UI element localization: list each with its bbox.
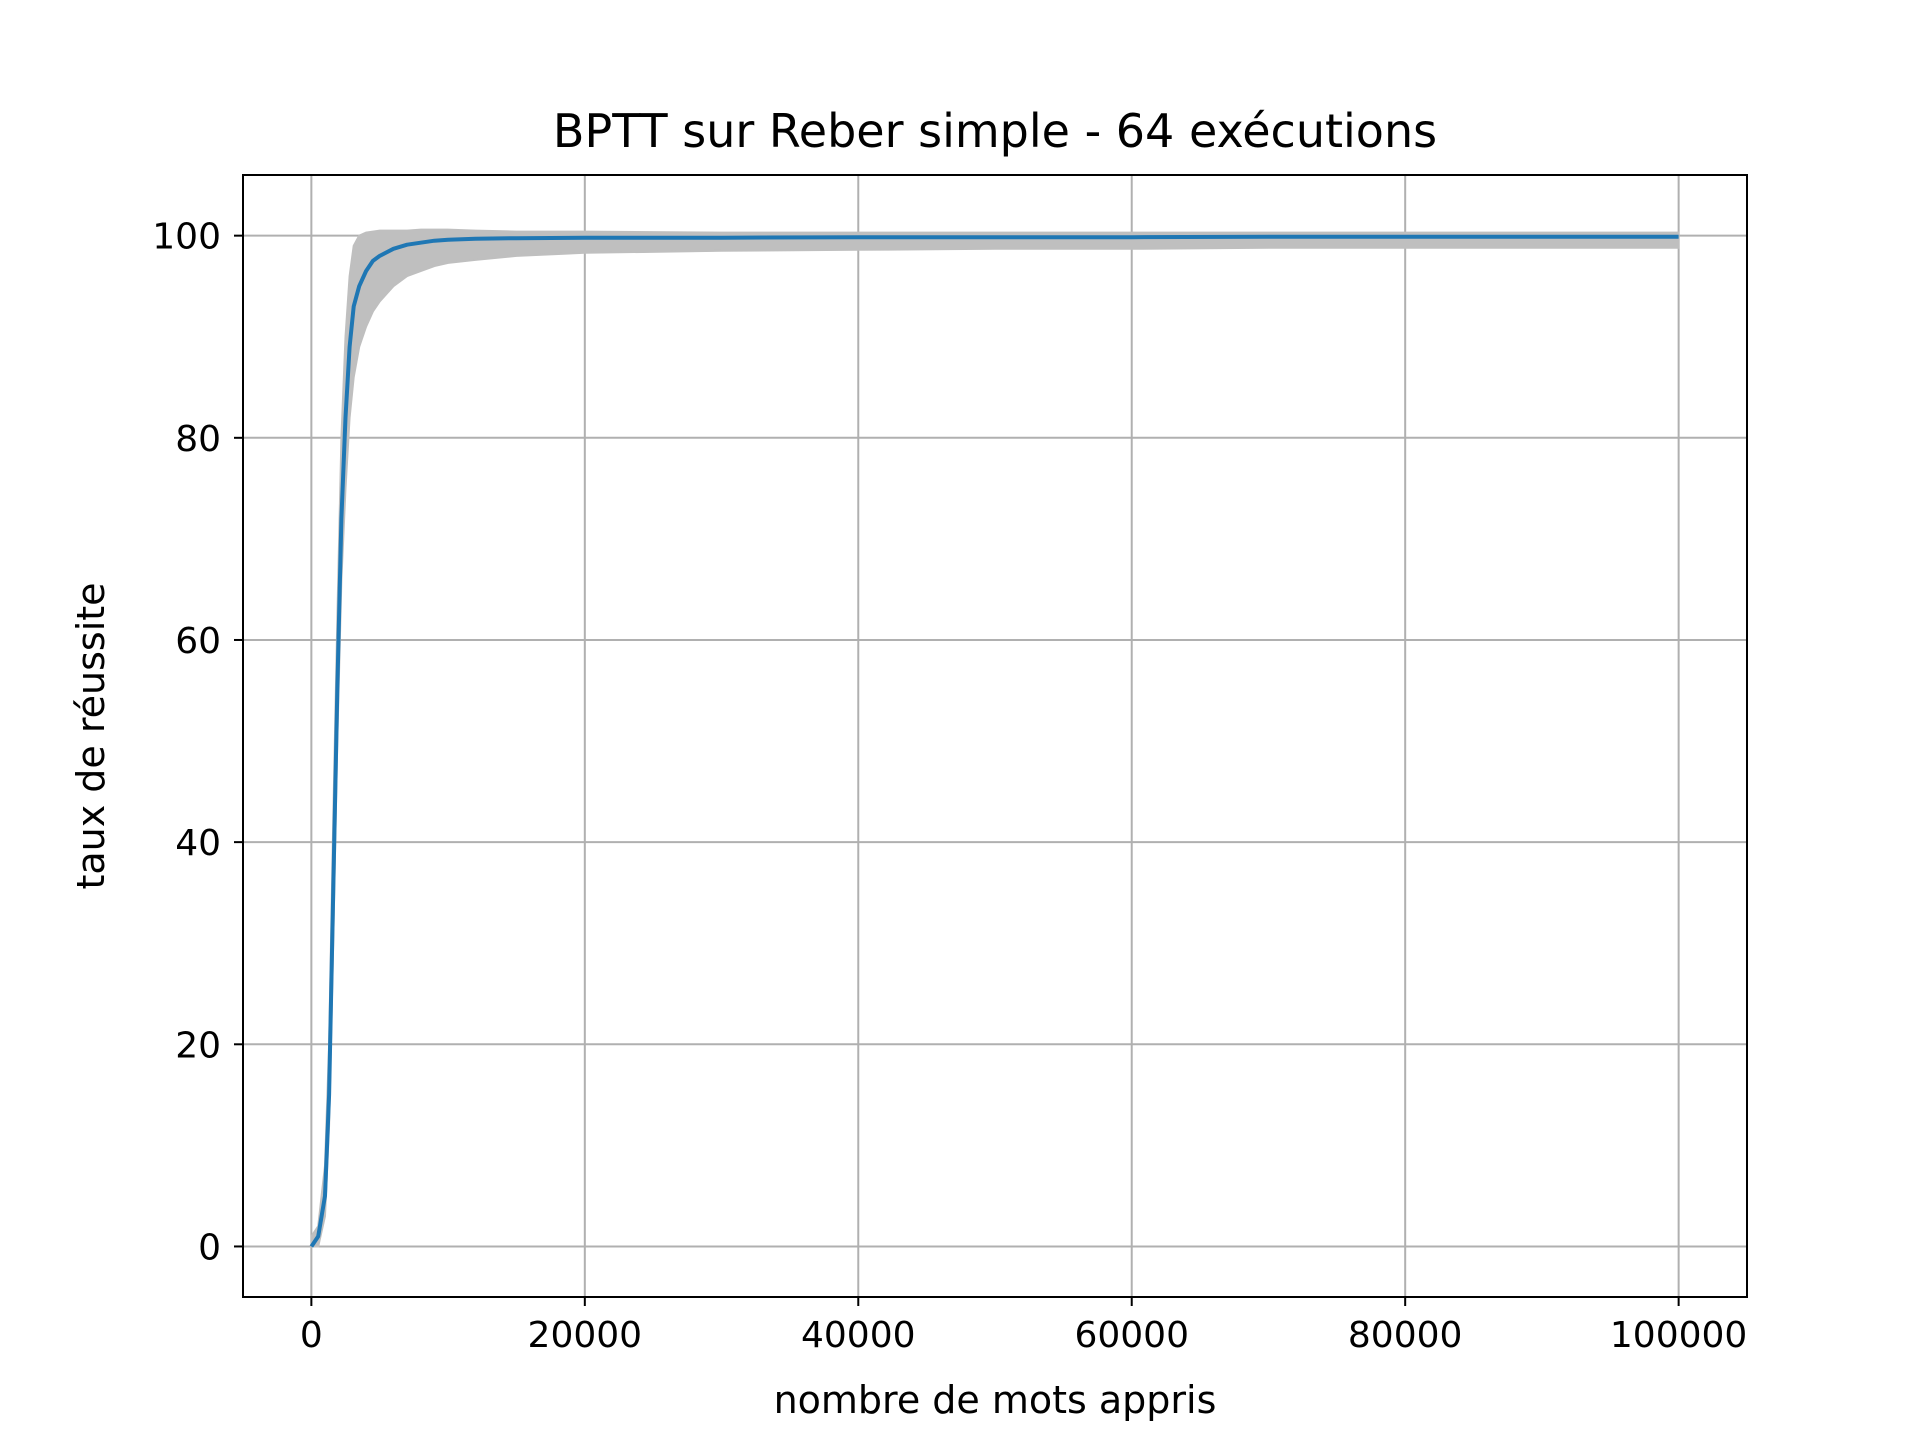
x-tick-label: 60000	[1074, 1315, 1189, 1356]
x-tick-label: 20000	[528, 1315, 643, 1356]
y-tick-label: 60	[175, 621, 221, 662]
x-tick-label: 0	[300, 1315, 323, 1356]
y-axis-label: taux de réussite	[69, 582, 113, 889]
x-tick-label: 100000	[1610, 1315, 1747, 1356]
plot-frame	[242, 174, 1748, 1298]
y-tick-label: 100	[152, 217, 221, 258]
envelope-band	[310, 228, 1680, 1248]
band-layer	[310, 228, 1680, 1248]
y-tick-label: 80	[175, 419, 221, 460]
x-tick-label: 80000	[1348, 1315, 1463, 1356]
chart-title: BPTT sur Reber simple - 64 exécutions	[553, 104, 1437, 158]
y-tick-label: 40	[175, 823, 221, 864]
x-axis: 0 20000 40000 60000 80000 100000	[300, 1297, 1747, 1356]
y-tick-label: 0	[198, 1227, 221, 1268]
mean-layer	[309, 234, 1679, 1248]
y-tick-label: 20	[175, 1025, 221, 1066]
x-axis-label: nombre de mots appris	[774, 1378, 1217, 1422]
mean-line	[309, 234, 1679, 1248]
x-tick-label: 40000	[801, 1315, 916, 1356]
y-axis: 0 20 40 60 80 100	[152, 217, 243, 1268]
